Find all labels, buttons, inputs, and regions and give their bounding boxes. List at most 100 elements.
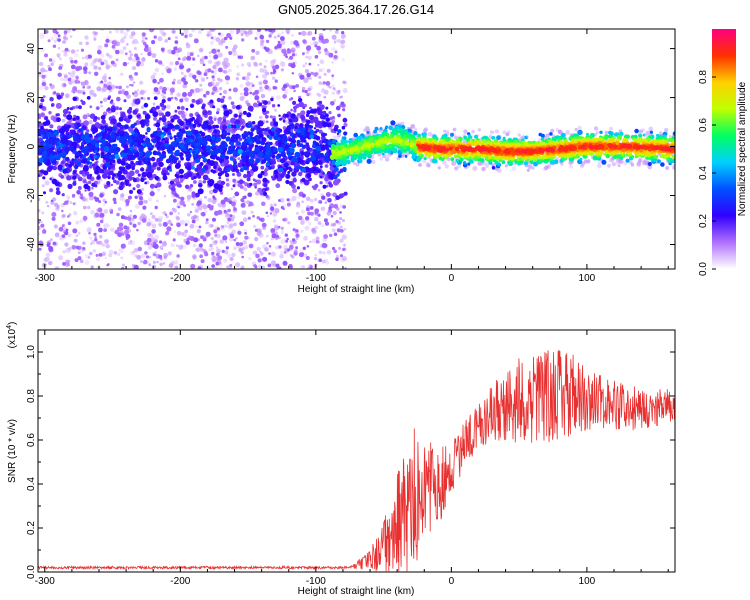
spectrogram-cell [115,111,119,115]
spectrogram-cell [337,39,341,43]
spectrogram-cell [226,265,229,269]
spectrogram-cell [183,203,186,207]
spectrogram-cell [200,235,204,240]
spectrogram-cell [173,198,177,203]
spectrogram-cell [123,36,127,39]
spectrogram-cell [147,165,152,170]
spectrogram-cell [101,217,104,220]
spectrogram-cell [224,172,230,178]
spectrogram-cell [288,166,292,170]
spectrogram-cell [72,181,77,186]
spectrogram-cell [100,138,106,144]
spectrogram-cell [213,266,219,269]
spectrogram-cell [111,176,115,180]
spectrogram-cell [67,221,72,226]
spectrogram-cell [207,82,213,87]
spectrogram-cell [193,119,200,125]
spectrogram-cell [243,91,249,97]
spectrogram-cell [164,125,168,129]
spectrogram-cell [137,88,140,92]
spectrogram-cell [123,31,129,37]
spectrogram-cell [143,259,148,265]
spectrogram-cell [174,265,179,269]
spectrogram-cell [63,30,68,34]
spectrogram-cell [91,182,96,187]
spectrogram-cell [204,195,207,199]
spectrogram-cell [248,140,253,145]
spectrogram-cell [90,265,94,269]
spectrogram-cell [92,249,97,253]
spectrogram-cell [197,54,200,58]
spectrogram-cell [152,111,159,118]
spectrogram-cell [316,168,322,174]
spectrogram-cell [323,95,327,99]
spectrogram-cell [218,203,223,208]
spectrogram-cell [53,34,57,38]
spectrogram-cell [155,105,160,110]
spectrogram-cell [315,236,320,241]
spectrogram-cell [446,157,451,162]
spectrogram-cell [72,228,78,234]
spectrogram-cell [101,173,108,179]
spectrogram-cell [243,165,248,171]
spectrogram-cell [254,89,259,95]
spectrogram-cell [129,240,133,243]
spectrogram-cell [263,46,267,50]
spectrogram-cell [264,247,269,252]
spectrogram-cell [145,152,151,158]
spectrogram-cell [228,96,232,100]
spectrogram-cell [187,68,191,72]
spectrogram-cell [182,56,188,61]
spectrogram-cell [90,139,97,146]
spectrogram-cell [68,111,71,114]
spectrogram-cell [192,152,197,157]
spectrogram-cell [108,76,111,80]
spectrogram-cell [172,114,179,120]
spectrogram-cell [85,171,90,176]
spectrogram-cell [485,164,490,169]
spectrogram-cell [48,58,53,62]
spectrogram-cell [647,161,652,167]
spectrogram-cell [296,195,301,200]
spectrogram-cell [272,118,276,122]
spectrogram-cell [161,72,164,75]
spectrogram-cell [94,71,99,77]
spectrogram-cell [87,54,92,59]
spectrogram-cell [175,216,181,221]
spectrogram-cell [41,81,47,87]
spectrogram-cell [274,108,277,112]
spectrogram-cell [267,29,273,33]
spectrogram-cell [139,119,146,126]
spectrogram-cell [74,53,79,58]
spectrogram-cell [152,260,156,264]
spectrogram-cell [225,45,229,49]
spectrogram-cell [90,242,93,246]
spectrogram-cell [287,248,290,252]
spectrogram-cell [235,105,241,110]
spectrogram-cell [318,35,324,41]
spectrogram-cell [100,104,103,108]
spectrogram-cell [404,155,408,158]
spectrogram-cell [450,157,455,162]
spectrogram-cell [258,102,263,107]
spectrogram-cell [252,224,257,229]
spectrogram-cell [190,263,196,269]
spectrogram-cell [132,109,138,115]
spectrogram-cell [44,53,48,58]
spectrogram-cell [213,165,217,169]
spectrogram-cell [40,223,45,228]
spectrogram-cell [146,142,153,149]
spectrogram-cell [452,127,457,132]
spectrogram-cell [109,162,113,166]
spectrogram-cell [228,180,232,184]
spectrogram-cell [165,111,171,117]
spectrogram-cell [144,121,148,125]
spectrogram-cell [371,159,376,165]
spectrogram-cell [51,59,56,64]
spectrogram-cell [398,129,403,134]
spectrogram-cell [40,220,43,224]
spectrogram-cell [147,242,150,246]
spectrogram-cell [134,195,138,199]
spectrogram-cell [634,128,639,134]
spectrogram-cell [179,155,183,159]
